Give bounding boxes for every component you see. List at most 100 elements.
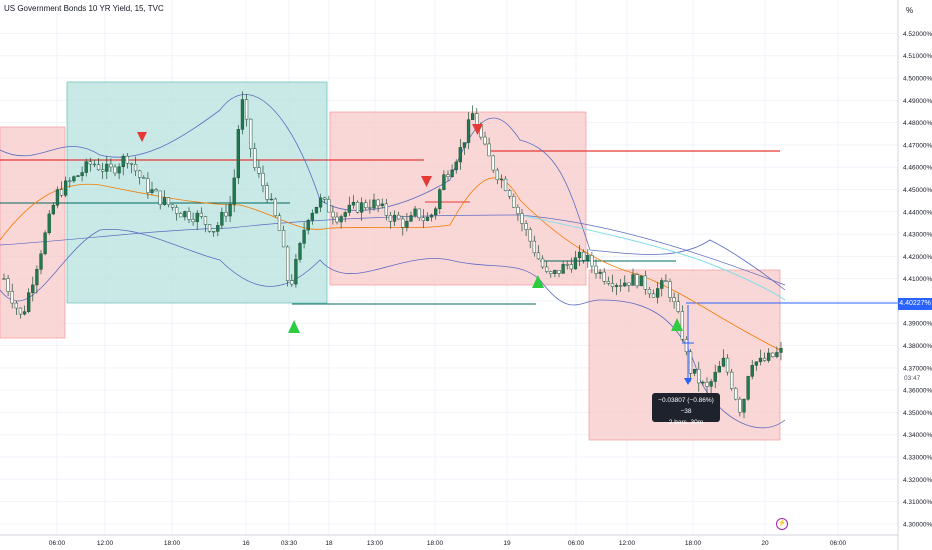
candle-body <box>520 213 524 224</box>
measure-duration: 2 bars, 30m <box>668 419 704 426</box>
candle-body <box>569 264 573 270</box>
candle-body <box>512 196 516 208</box>
y-tick-label: 4.45000% <box>903 187 932 194</box>
candle-body <box>179 213 183 218</box>
candle-body <box>347 204 351 213</box>
candle-body <box>183 211 187 218</box>
bollinger-lower <box>0 228 786 429</box>
candle-body <box>47 213 51 234</box>
sell-signal-arrow[interactable] <box>472 124 483 135</box>
candle-body <box>35 269 39 286</box>
candle-body <box>401 218 405 228</box>
candle-body <box>6 278 10 292</box>
candle-body <box>170 204 175 208</box>
candle-body <box>409 215 413 222</box>
candle-body <box>327 199 331 213</box>
candle-body <box>249 118 253 149</box>
candle-body <box>368 207 372 209</box>
y-tick-label: 4.48000% <box>903 120 932 127</box>
candle-body <box>154 189 158 192</box>
candle-body <box>553 269 557 274</box>
candle-body <box>602 271 606 282</box>
sell-signal-arrow[interactable] <box>137 132 147 142</box>
candle-body <box>257 167 261 174</box>
candle-body <box>532 240 536 254</box>
candle-body <box>253 148 257 168</box>
candle-body <box>286 246 290 281</box>
candle-body <box>713 371 717 382</box>
buy-signal-arrow[interactable] <box>671 318 683 331</box>
candle-body <box>503 178 508 191</box>
candle-body <box>298 243 302 260</box>
y-tick-label: 4.43000% <box>903 232 932 239</box>
time-axis[interactable]: 06:00 12:00 18:00 16 03:30 18 13:00 18:00 19 06:0… <box>49 540 847 547</box>
candle-body <box>351 201 356 206</box>
candle-body <box>508 190 512 197</box>
candle-body <box>779 348 783 353</box>
candle-body <box>290 280 294 285</box>
candle-body <box>240 99 245 130</box>
y-tick-label: 4.44000% <box>903 209 932 216</box>
candle-body <box>146 178 150 193</box>
candle-body <box>162 197 166 205</box>
y-tick-label: 4.31000% <box>903 499 932 506</box>
y-tick-label: 4.42000% <box>903 254 932 261</box>
candle-body <box>421 217 425 221</box>
candle-body <box>664 280 668 282</box>
buy-signal-arrow[interactable] <box>288 320 300 333</box>
buy-signal-arrow[interactable] <box>532 275 544 288</box>
candle-body <box>668 281 672 298</box>
candle-body <box>273 198 277 217</box>
candle-body <box>606 281 610 284</box>
candle-body <box>734 388 738 400</box>
candle-body <box>14 302 18 309</box>
x-tick-label: 18:00 <box>427 540 444 547</box>
candle-body <box>643 275 647 290</box>
candle-body <box>651 293 656 298</box>
buy-zone-1 <box>66 81 328 304</box>
candle-body <box>721 357 726 367</box>
lightning-icon[interactable]: ⚡ <box>776 518 788 530</box>
candle-body <box>220 212 224 226</box>
candle-body <box>491 155 495 171</box>
candle-body <box>232 177 236 205</box>
candle-body <box>101 169 105 172</box>
candle-body <box>380 203 384 207</box>
candle-body <box>318 197 323 208</box>
candle-body <box>199 212 203 217</box>
candle-body <box>364 202 368 208</box>
candle-body <box>540 258 545 268</box>
candle-body <box>22 311 27 315</box>
candle-body <box>397 214 401 220</box>
bollinger-basis <box>0 214 786 286</box>
x-tick-label: 18 <box>325 540 333 547</box>
candle-body <box>244 99 249 120</box>
candle-body <box>631 274 635 286</box>
candle-body <box>203 216 208 225</box>
candle-body <box>158 190 162 205</box>
candle-body <box>10 291 14 304</box>
x-tick-label: 12:00 <box>619 540 636 547</box>
candle-body <box>754 361 758 366</box>
candle-body <box>656 288 660 298</box>
y-tick-label: 4.49000% <box>903 98 932 105</box>
candle-body <box>746 376 750 400</box>
candle-body <box>483 136 487 145</box>
y-tick-label: 4.51000% <box>903 53 932 60</box>
candle-body <box>586 255 590 261</box>
x-tick-label: 16 <box>242 540 250 547</box>
sell-signal-arrow[interactable] <box>421 176 432 187</box>
candle-body <box>64 180 68 196</box>
candle-body <box>207 224 212 232</box>
price-axis[interactable]: 4.30000% 4.31000% 4.32000% 4.33000% 4.34000%… <box>903 31 932 528</box>
y-tick-label: 4.36000% <box>903 388 932 395</box>
y-tick-label: 4.47000% <box>903 142 932 149</box>
candle-body <box>2 278 6 280</box>
candle-body <box>725 357 730 373</box>
candle-body <box>660 280 664 289</box>
candle-body <box>51 204 55 215</box>
chart-title: US Government Bonds 10 YR Yield, 15, TVC <box>4 4 164 13</box>
candle-body <box>150 189 154 193</box>
candle-body <box>376 199 380 207</box>
